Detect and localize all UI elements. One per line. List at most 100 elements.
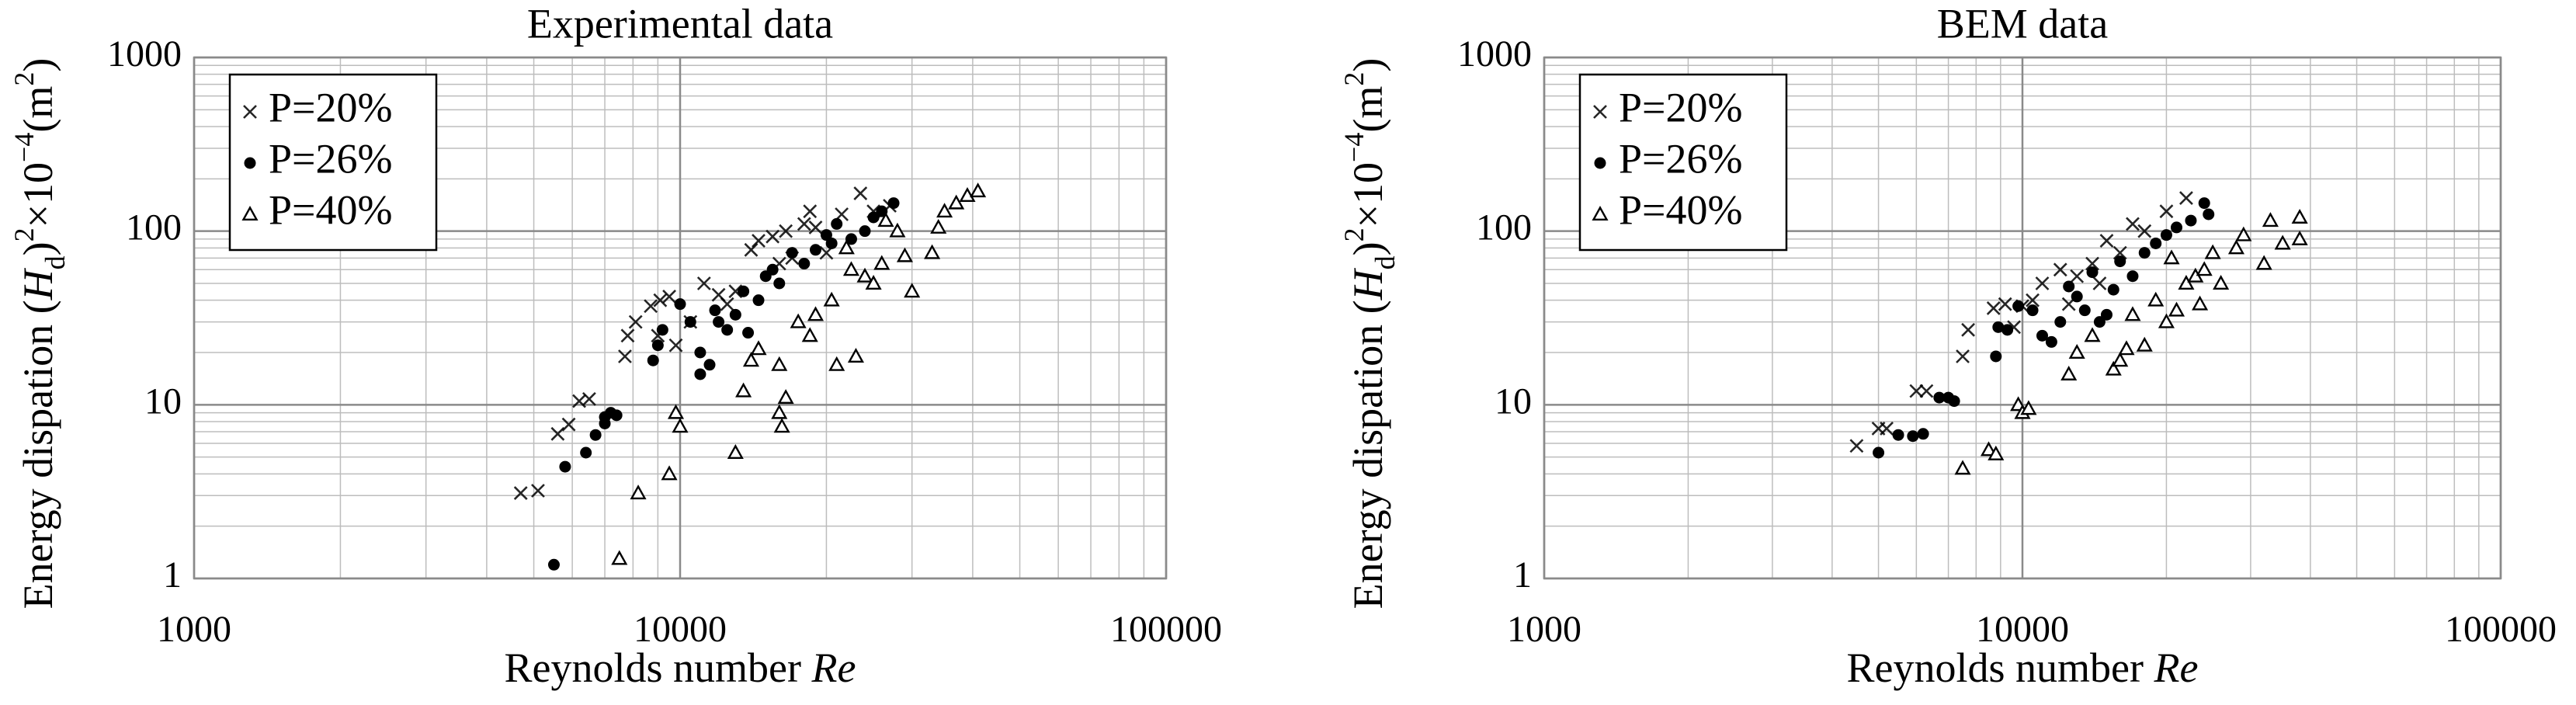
point: [809, 244, 821, 256]
point: [2158, 313, 2175, 328]
point: [2147, 291, 2165, 307]
y-tick-label: 100: [1476, 207, 1532, 248]
point: [580, 446, 592, 459]
point: [703, 359, 716, 371]
label-part: Reynolds number: [505, 644, 812, 691]
point: [1948, 395, 1960, 408]
point: [630, 484, 647, 500]
point: [2138, 247, 2151, 259]
point: [828, 356, 845, 371]
point: [752, 294, 765, 307]
label-part: 2: [1338, 227, 1370, 241]
label-part: 2: [9, 72, 40, 86]
point: [856, 267, 873, 283]
point: [771, 356, 788, 371]
point: [662, 290, 676, 304]
x-axis-label: Reynolds number Re: [505, 644, 856, 691]
point: [2291, 230, 2308, 245]
point: [2100, 308, 2113, 321]
point: [742, 352, 760, 367]
point: [867, 211, 880, 224]
legend-label: P=20%: [269, 84, 392, 130]
point: [970, 182, 987, 198]
point: [2092, 276, 2107, 290]
x-tick-label: 10000: [634, 609, 727, 650]
y-tick-label: 1: [163, 554, 182, 596]
point: [790, 313, 807, 328]
point: [2204, 244, 2221, 259]
point: [825, 237, 838, 249]
point: [599, 417, 611, 429]
y-tick-label: 100: [126, 207, 182, 248]
point: [1933, 391, 1946, 404]
y-axis-label: Energy dispation (Hd)2×10−4(m2): [1338, 58, 1401, 609]
point: [618, 349, 632, 363]
point: [842, 261, 860, 276]
y-tick-label: 10: [1495, 380, 1532, 422]
point: [877, 212, 894, 227]
point: [694, 368, 706, 380]
point: [2099, 234, 2114, 248]
label-part: Energy dispation (: [15, 300, 61, 609]
label-part: d: [40, 255, 71, 269]
point: [2020, 400, 2037, 415]
point: [2001, 324, 2014, 336]
point: [803, 204, 818, 219]
legend-marker: [1594, 157, 1606, 169]
label-part: ): [1345, 58, 1391, 72]
point: [959, 187, 976, 203]
point: [559, 460, 571, 473]
legend-label: P=26%: [1619, 135, 1742, 182]
point: [2126, 217, 2140, 231]
label-part: (m: [15, 86, 61, 133]
point: [647, 354, 659, 366]
point: [742, 327, 755, 339]
point: [904, 283, 921, 298]
point: [582, 391, 596, 406]
point: [735, 382, 752, 398]
point: [2160, 229, 2172, 241]
point: [2035, 276, 2050, 290]
point: [644, 299, 658, 314]
label-part: H: [15, 267, 61, 300]
point: [651, 339, 664, 352]
legend-label: P=26%: [269, 135, 392, 182]
panel: 1000 10000 100000 1 10 100 1000 BEM data Reynold…: [1338, 0, 2557, 691]
x-tick-label: 1000: [157, 609, 231, 650]
point: [2192, 295, 2209, 311]
point: [720, 297, 734, 311]
point: [2107, 283, 2119, 296]
point: [820, 229, 832, 241]
label-part: (m: [1345, 86, 1391, 133]
point: [924, 244, 941, 259]
point: [1919, 384, 1934, 398]
point: [2086, 266, 2099, 279]
point: [1956, 349, 1970, 363]
label-part: ×10: [1345, 162, 1391, 227]
chart-title: BEM data: [1937, 0, 2108, 47]
x-tick-label: 100000: [1110, 609, 1222, 650]
point: [547, 558, 560, 571]
label-part: ): [15, 58, 61, 72]
point: [896, 247, 913, 262]
point: [2012, 300, 2025, 312]
label-part: −4: [1338, 133, 1370, 162]
label-part: ): [15, 241, 61, 255]
point: [766, 229, 780, 244]
point: [2053, 262, 2067, 277]
legend-label: P=40%: [269, 186, 392, 233]
label-part: ): [1345, 241, 1391, 255]
label-part: ×10: [15, 162, 61, 227]
label-part: H: [1345, 267, 1391, 300]
point: [713, 316, 725, 328]
point: [2185, 214, 2197, 227]
point: [2291, 208, 2308, 224]
point: [653, 293, 668, 307]
point: [750, 340, 767, 356]
point: [2026, 304, 2039, 317]
point: [873, 255, 890, 270]
legend-marker: [241, 206, 259, 221]
point: [531, 484, 545, 498]
point: [2071, 290, 2083, 303]
